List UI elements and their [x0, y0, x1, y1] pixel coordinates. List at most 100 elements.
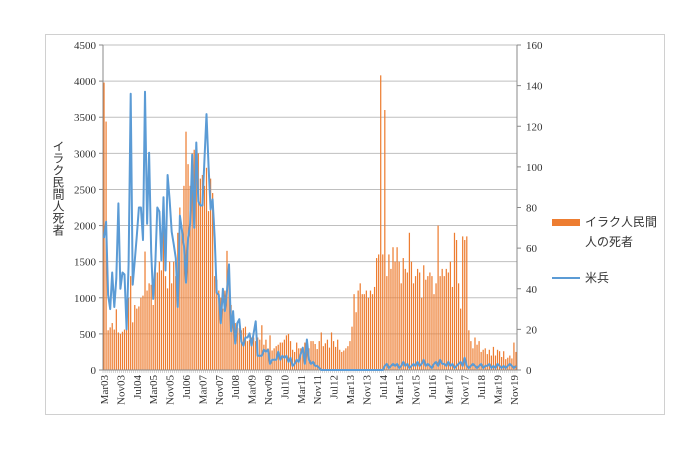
bar — [123, 329, 126, 370]
bar — [382, 254, 384, 370]
bar — [154, 268, 156, 370]
y-right-tick-label: 60 — [526, 243, 538, 255]
bar — [205, 167, 208, 370]
bar — [439, 276, 441, 370]
y-tick-label: 3500 — [74, 112, 97, 124]
bar — [335, 346, 337, 370]
bar — [408, 232, 411, 370]
x-tick-label: Mar19 — [493, 375, 505, 405]
bar — [285, 335, 288, 370]
bar — [265, 339, 267, 370]
bar — [287, 333, 290, 370]
y-tick-label: 4000 — [74, 76, 97, 88]
bar — [349, 341, 351, 370]
y-right-tick-label: 80 — [526, 203, 538, 215]
bar — [238, 328, 240, 370]
bar — [203, 185, 206, 370]
bar — [187, 164, 189, 370]
bar — [394, 261, 396, 370]
bar — [505, 359, 507, 370]
bar — [162, 196, 165, 370]
bar — [492, 346, 495, 370]
bar — [107, 330, 109, 370]
bar — [359, 283, 361, 370]
bar — [244, 326, 247, 370]
x-tick-label: Nov19 — [509, 375, 521, 405]
bar — [171, 283, 173, 370]
bar — [384, 110, 386, 370]
bar — [119, 333, 122, 370]
bar — [300, 348, 302, 370]
bar — [164, 276, 167, 370]
x-tick-label: Mar17 — [443, 375, 455, 405]
bar — [246, 341, 249, 370]
bar — [482, 349, 484, 370]
bar — [312, 341, 314, 370]
bar — [404, 268, 406, 370]
bar — [494, 355, 497, 370]
bar — [388, 254, 390, 370]
bar — [232, 315, 234, 370]
bar — [142, 295, 144, 370]
bar — [511, 358, 513, 370]
bar — [261, 325, 263, 370]
x-tick-label: Jul12 — [329, 375, 341, 399]
bar — [183, 185, 185, 370]
bar — [179, 207, 181, 370]
bar — [431, 276, 433, 370]
bar — [419, 272, 421, 370]
bar — [337, 339, 339, 370]
y-tick-label: 1500 — [74, 257, 97, 269]
bar — [416, 268, 419, 370]
bar — [250, 337, 253, 370]
x-tick-label: Jul10 — [279, 375, 291, 399]
bar — [166, 288, 169, 370]
bar — [226, 250, 228, 370]
bar — [296, 342, 298, 370]
bar — [462, 236, 464, 370]
bar — [156, 272, 158, 370]
bar — [148, 283, 150, 370]
bar — [201, 175, 204, 370]
bar — [421, 297, 423, 370]
bar — [449, 261, 452, 370]
bar — [140, 297, 142, 370]
bar — [425, 279, 427, 370]
bar — [488, 349, 490, 370]
bar — [406, 272, 408, 370]
bar — [269, 335, 271, 370]
bar — [451, 286, 454, 370]
bar — [414, 276, 417, 370]
x-tick-label: Mar07 — [197, 375, 209, 405]
bar — [181, 225, 183, 370]
bar — [320, 332, 322, 370]
bar — [144, 251, 146, 370]
bar — [470, 341, 472, 370]
y-tick-label: 2000 — [74, 221, 97, 233]
legend-label-civilians: イラク人民間 人の死者 — [585, 212, 657, 252]
x-tick-label: Nov09 — [263, 375, 275, 405]
bar — [302, 348, 304, 370]
bar — [498, 351, 501, 370]
x-tick-label: Nov03 — [115, 375, 127, 405]
bar — [380, 75, 382, 370]
bar — [263, 344, 265, 370]
bar — [412, 283, 415, 370]
bar — [353, 294, 355, 370]
x-tick-label: Nov15 — [411, 375, 423, 405]
bar — [378, 254, 380, 370]
legend-swatch-civilians — [552, 219, 580, 226]
bar — [138, 306, 140, 370]
bar — [175, 276, 177, 370]
bar — [136, 308, 138, 370]
y-right-tick-label: 40 — [526, 284, 538, 296]
bar — [214, 276, 216, 370]
bar — [468, 330, 470, 370]
bar — [191, 153, 193, 370]
x-tick-label: Nov11 — [312, 375, 324, 405]
bar — [351, 326, 353, 370]
x-tick-label: Mar11 — [296, 375, 308, 404]
bar — [132, 322, 134, 370]
bar — [386, 276, 388, 370]
